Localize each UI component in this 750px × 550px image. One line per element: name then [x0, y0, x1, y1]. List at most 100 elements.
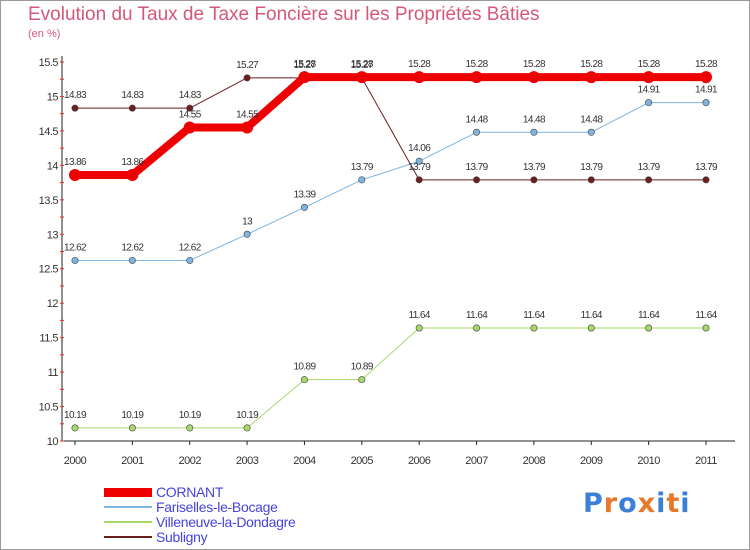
series-line: [74, 102, 707, 261]
data-label: 13.79: [580, 162, 603, 173]
data-point: [415, 324, 423, 332]
logo-letter: i: [656, 488, 667, 519]
y-tick-label: 12: [47, 298, 59, 310]
data-point: [243, 74, 251, 82]
y-tick-label: 11: [48, 367, 59, 379]
data-point: [473, 176, 481, 184]
y-tick-label: 13.5: [39, 195, 59, 207]
x-tick-label: 2004: [293, 455, 316, 467]
data-point: [358, 376, 366, 384]
y-tick-label: 14.5: [39, 126, 59, 138]
data-label: 15.28: [293, 59, 316, 70]
x-tick-label: 2010: [637, 455, 660, 467]
data-point: [241, 121, 254, 134]
data-label: 15.28: [466, 59, 489, 70]
data-label: 10.19: [236, 410, 259, 421]
data-label: 15.27: [351, 60, 374, 71]
data-label: 13.79: [408, 162, 431, 173]
series-subligny: [71, 74, 710, 184]
data-label: 11.64: [409, 310, 431, 321]
data-label: 13.79: [523, 162, 546, 173]
data-point: [186, 256, 194, 264]
data-point: [645, 176, 653, 184]
data-point: [702, 176, 710, 184]
data-point: [585, 71, 598, 84]
series-villeneuve-la-dondagre: [71, 324, 710, 432]
data-label: 14.83: [64, 90, 87, 101]
data-label: 15.28: [638, 59, 661, 70]
y-tick-label: 12.5: [39, 264, 59, 276]
series-line: [71, 73, 710, 180]
y-tick-label: 13: [47, 229, 59, 241]
data-label: 14.83: [121, 90, 144, 101]
legend-label: CORNANT: [156, 484, 224, 500]
data-label: 11.64: [638, 310, 660, 321]
data-point: [71, 424, 79, 432]
data-label: 15.28: [351, 59, 374, 70]
data-label: 15.28: [580, 59, 603, 70]
line-chart: 10 10.5 11 11.5 12 12.5 13 13.5 14 14.5 15 15.5 2000…: [39, 56, 735, 467]
data-point: [642, 71, 655, 84]
data-point: [186, 104, 194, 112]
data-point: [300, 203, 308, 211]
data-point: [243, 230, 251, 238]
data-label: 13.79: [466, 162, 489, 173]
logo-letter: r: [603, 488, 619, 519]
legend-swatch: [104, 487, 152, 497]
data-label: 15.28: [523, 59, 546, 70]
data-label: 14.06: [408, 143, 431, 154]
data-point: [128, 424, 136, 432]
legend-label: Subligny: [156, 529, 208, 545]
data-label: 12.62: [64, 242, 87, 253]
data-point: [587, 324, 595, 332]
data-label: 14.55: [236, 109, 259, 120]
data-label: 11.64: [581, 310, 603, 321]
data-point: [415, 157, 423, 165]
data-point: [128, 256, 136, 264]
data-point: [702, 99, 710, 107]
series-fariselles-le-bocage: [71, 99, 710, 264]
chart-subtitle: (en %): [28, 28, 61, 40]
data-label: 11.64: [523, 310, 545, 321]
data-point: [413, 71, 426, 84]
proxiti-logo: Proxiti: [583, 488, 691, 519]
data-label: 13.86: [121, 157, 144, 168]
data-point: [702, 324, 710, 332]
data-label: 14.48: [523, 114, 546, 125]
legend-label: Villeneuve-la-Dondagre: [156, 514, 296, 530]
data-point: [71, 104, 79, 112]
data-label: 10.19: [64, 410, 87, 421]
data-label: 13.79: [638, 162, 661, 173]
data-point: [71, 256, 79, 264]
data-label: 13.79: [695, 162, 718, 173]
data-point: [587, 128, 595, 136]
legend-swatch: [104, 506, 152, 508]
y-tick-label: 10: [47, 436, 59, 448]
data-label: 11.64: [695, 310, 717, 321]
data-point: [415, 176, 423, 184]
series-layer: [69, 71, 712, 432]
data-point: [298, 71, 311, 84]
data-point: [530, 128, 538, 136]
data-point: [470, 71, 483, 84]
y-tick-label: 15: [47, 91, 59, 103]
data-label: 10.89: [351, 362, 374, 373]
logo-letter: i: [680, 488, 691, 519]
legend-label: Fariselles-le-Bocage: [156, 499, 278, 515]
x-tick-label: 2002: [178, 455, 201, 467]
data-point: [645, 99, 653, 107]
data-label: 13: [242, 216, 253, 227]
data-label: 14.91: [638, 85, 661, 96]
data-label: 14.48: [580, 114, 603, 125]
data-point: [126, 169, 139, 182]
data-label: 15.27: [293, 60, 316, 71]
data-label: 15.28: [408, 59, 431, 70]
data-label: 13.86: [64, 157, 87, 168]
data-label: 13.79: [351, 162, 374, 173]
data-point: [300, 376, 308, 384]
chart-title: Evolution du Taux de Taxe Foncière sur l…: [28, 4, 540, 25]
data-point: [530, 176, 538, 184]
logo-letter: x: [637, 488, 657, 519]
data-point: [358, 176, 366, 184]
